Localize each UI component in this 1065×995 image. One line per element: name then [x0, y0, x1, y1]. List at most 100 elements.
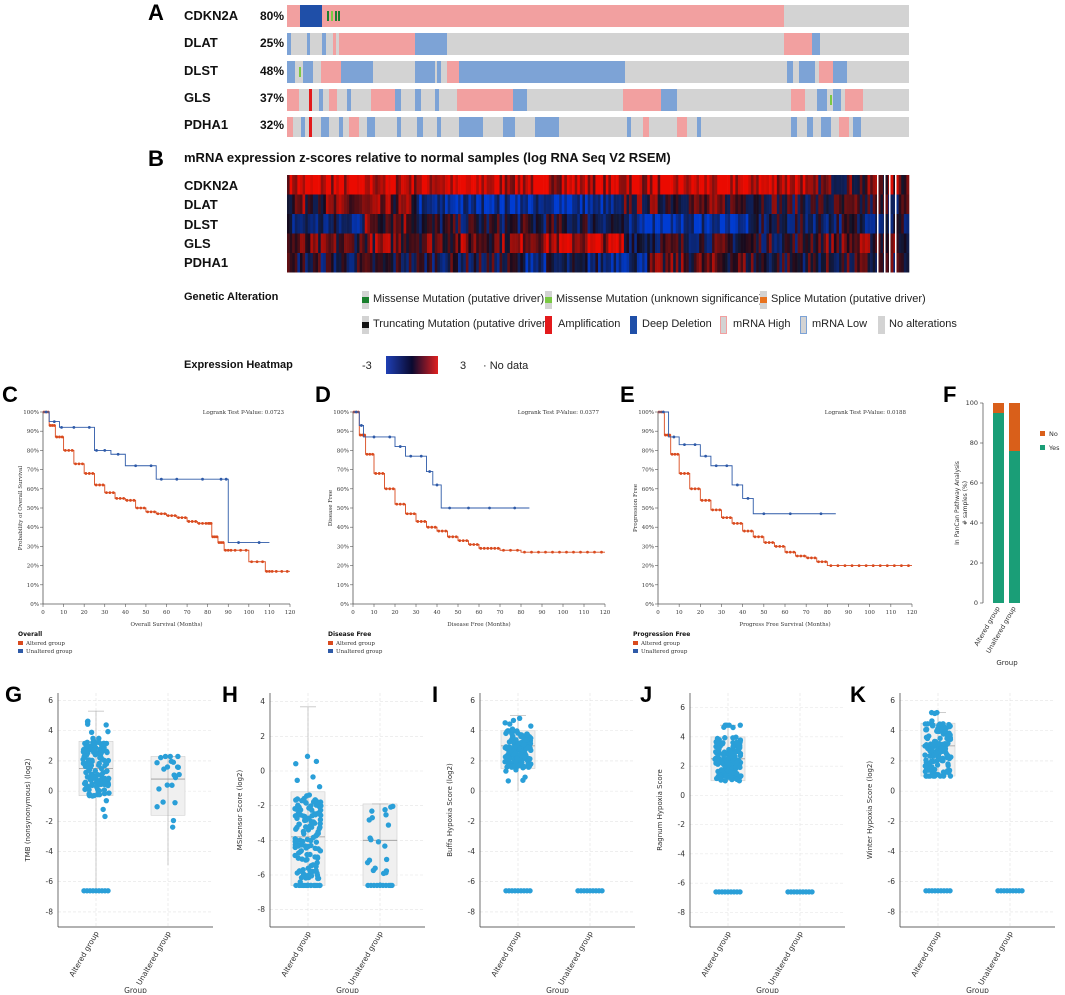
- censor-mark: [509, 548, 512, 552]
- heatmap-cell: [800, 194, 804, 214]
- heatmap-cell: [559, 214, 563, 234]
- censor-mark: [679, 472, 683, 475]
- censor-mark: [468, 543, 472, 546]
- data-point: [513, 737, 519, 743]
- legend-label: Altered group: [25, 641, 65, 647]
- heatmap-cell: [564, 175, 568, 195]
- heatmap-cell: [875, 214, 879, 234]
- heatmap-cell: [483, 253, 487, 273]
- heatmap-cell: [880, 253, 884, 273]
- censor-mark: [843, 564, 847, 567]
- censor-mark: [479, 546, 483, 550]
- heatmap-cell: [634, 175, 638, 195]
- heatmap-cell: [704, 175, 708, 195]
- censor-mark: [448, 506, 451, 510]
- heatmap-cell: [533, 214, 537, 234]
- heatmap-cell: [618, 253, 622, 273]
- heatmap-cell: [709, 214, 713, 234]
- censor-mark: [806, 556, 810, 560]
- heatmap-cell: [906, 175, 910, 195]
- heatmap-cell: [530, 214, 534, 234]
- y-tick-label: 0: [260, 767, 265, 776]
- heatmap-cell: [390, 233, 394, 253]
- heatmap-cell: [639, 194, 643, 214]
- heatmap-cell: [473, 175, 477, 195]
- heatmap-cell: [727, 175, 731, 195]
- data-point: [723, 772, 729, 779]
- heatmap-cell: [649, 175, 653, 195]
- censor-mark: [697, 487, 700, 491]
- heatmap-cell: [331, 175, 334, 195]
- heatmap-cell: [447, 233, 451, 253]
- censor-mark: [693, 487, 697, 491]
- data-point: [89, 775, 96, 782]
- data-point: [98, 772, 105, 778]
- censor-mark: [257, 541, 261, 544]
- expr-scale-max: 3: [460, 360, 467, 372]
- heatmap-cell: [696, 233, 700, 253]
- heatmap-cell: [831, 253, 835, 273]
- data-point: [511, 744, 518, 750]
- heatmap-cell: [525, 194, 529, 214]
- heatmap-cell: [896, 253, 899, 273]
- heatmap-cell: [807, 175, 811, 195]
- heatmap-cell: [364, 175, 368, 195]
- heatmap-cell: [629, 175, 632, 195]
- heatmap-cell: [719, 194, 723, 214]
- heatmap-cell: [839, 253, 842, 273]
- data-point: [934, 728, 940, 734]
- heatmap-cell: [704, 214, 708, 234]
- censor-mark: [799, 554, 803, 558]
- data-point: [922, 721, 929, 727]
- heatmap-cell: [582, 214, 586, 234]
- heatmap-cell: [714, 233, 718, 253]
- heatmap-cell: [489, 194, 493, 214]
- censor-mark: [488, 506, 491, 510]
- data-point: [105, 728, 111, 735]
- heatmap-cell: [756, 214, 759, 234]
- heatmap-cell: [851, 214, 855, 234]
- heatmap-cell: [393, 194, 397, 214]
- data-point: [528, 747, 534, 754]
- heatmap-cell: [844, 253, 848, 273]
- heatmap-gap: [877, 175, 879, 273]
- legend-label: No alterations: [889, 318, 957, 330]
- panel-label-c: C: [2, 382, 18, 407]
- heatmap-cell: [592, 194, 596, 214]
- heatmap-cell: [372, 214, 376, 234]
- censor-mark: [204, 521, 208, 525]
- censor-mark: [416, 520, 420, 523]
- censor-mark: [183, 516, 187, 519]
- heatmap-cell: [636, 194, 640, 214]
- censor-mark: [219, 477, 223, 481]
- censor-mark: [907, 564, 910, 567]
- heatmap-cell: [579, 253, 583, 273]
- heatmap-cell: [719, 253, 723, 273]
- heatmap-cell: [686, 233, 690, 253]
- heatmap-cell: [730, 253, 734, 273]
- heatmap-cell: [351, 175, 355, 195]
- censor-mark: [77, 462, 81, 466]
- heatmap-cell: [566, 175, 570, 195]
- heatmap-cell: [898, 253, 902, 273]
- heatmap-cell: [885, 194, 889, 214]
- y-tick-label: 20%: [337, 564, 349, 570]
- legend-swatch-mark: [362, 297, 369, 303]
- heatmap-cell: [839, 214, 842, 234]
- heatmap-cell: [398, 233, 402, 253]
- heatmap-cell: [556, 175, 560, 195]
- heatmap-cell: [517, 233, 521, 253]
- heatmap-cell: [719, 175, 723, 195]
- heatmap-cell: [771, 194, 775, 214]
- heatmap-cell: [610, 253, 614, 273]
- heatmap-cell: [680, 214, 684, 234]
- heatmap-cell: [605, 233, 609, 253]
- heatmap-cell: [618, 214, 622, 234]
- heatmap-cell: [680, 233, 684, 253]
- censor-mark: [788, 550, 792, 554]
- heatmap-cell: [297, 253, 301, 273]
- y-tick-label: 20: [970, 559, 978, 567]
- heatmap-cell: [356, 214, 360, 234]
- heatmap-cell: [691, 214, 695, 234]
- heatmap-cell: [833, 233, 837, 253]
